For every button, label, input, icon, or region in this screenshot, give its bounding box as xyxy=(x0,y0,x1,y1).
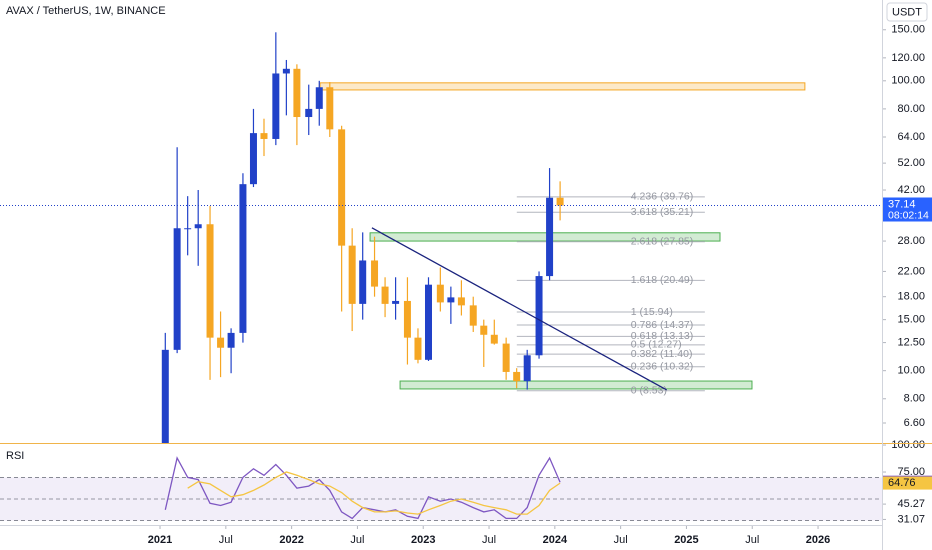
y-tick-label: 10.00 xyxy=(897,365,925,377)
candle-body xyxy=(359,260,367,304)
y-tick-label: 28.00 xyxy=(897,235,925,247)
y-tick-label: 6.60 xyxy=(904,417,925,429)
last-price-tag xyxy=(883,197,932,222)
x-tick-label: Jul xyxy=(350,534,364,546)
candle-body xyxy=(326,87,334,130)
candle-body xyxy=(556,197,564,206)
candle-body xyxy=(457,297,465,306)
candle-body xyxy=(260,133,268,139)
y-tick-label: 100.00 xyxy=(891,75,925,87)
x-tick-label: Jul xyxy=(219,534,233,546)
candle-body xyxy=(469,305,477,326)
fib-label: 0.236 (10.32) xyxy=(631,360,693,372)
candle-body xyxy=(206,224,214,338)
y-tick-label: 150.00 xyxy=(891,24,925,36)
zone xyxy=(399,380,753,390)
fib-label: 0.382 (11.40) xyxy=(631,348,693,360)
fib-label: 2.618 (27.85) xyxy=(631,236,693,248)
candle-body xyxy=(239,184,247,333)
rsi-tick-label: 31.07 xyxy=(897,513,925,525)
candle-body xyxy=(305,108,313,118)
y-tick-label: 64.00 xyxy=(897,131,925,143)
fib-label: 1.618 (20.49) xyxy=(631,274,693,286)
candle-body xyxy=(523,355,531,382)
x-tick-label: 2021 xyxy=(148,534,172,546)
candle-body xyxy=(447,297,455,303)
y-tick-label: 52.00 xyxy=(897,157,925,169)
candle-body xyxy=(513,371,521,382)
candle-body xyxy=(436,284,444,303)
rsi-value-tag xyxy=(883,476,932,490)
candle-body xyxy=(424,284,432,360)
chart-title: AVAX / TetherUS, 1W, BINANCE xyxy=(6,5,166,17)
candle-body xyxy=(217,337,225,348)
fib-label: 1 (15.94) xyxy=(631,306,673,318)
candle-body xyxy=(338,129,346,246)
rsi-value-label: 64.76 xyxy=(888,477,916,489)
x-tick-label: 2023 xyxy=(411,534,435,546)
fib-label: 0 (8.53) xyxy=(631,384,667,396)
fib-label: 0.5 (12.27) xyxy=(631,339,682,351)
rsi-pane xyxy=(0,456,882,521)
y-tick-label: 12.50 xyxy=(897,336,925,348)
y-tick-label: 18.00 xyxy=(897,291,925,303)
rsi-line xyxy=(187,471,561,515)
x-tick-label: 2022 xyxy=(279,534,303,546)
fib-label: 0.618 (13.13) xyxy=(631,330,693,342)
candle-body xyxy=(184,228,192,230)
y-tick-label: 80.00 xyxy=(897,103,925,115)
candle-body xyxy=(282,68,290,74)
candle-body xyxy=(502,343,510,372)
x-tick-label: 2025 xyxy=(674,534,698,546)
y-tick-label: 42.00 xyxy=(897,184,925,196)
rsi-tick-label: 100.00 xyxy=(891,439,925,451)
rsi-tick-label: 45.27 xyxy=(897,498,925,510)
candle-body xyxy=(535,276,543,356)
candle-body xyxy=(371,260,379,287)
zone xyxy=(369,232,721,242)
candle-body xyxy=(480,325,488,335)
y-tick-label: 15.00 xyxy=(897,314,925,326)
candle-body xyxy=(293,68,301,118)
candle-body xyxy=(490,334,498,344)
x-tick-label: Jul xyxy=(482,534,496,546)
y-tick-label: 8.00 xyxy=(904,393,925,405)
x-tick-label: 2024 xyxy=(543,534,568,546)
x-tick-label: 2026 xyxy=(806,534,830,546)
candle-body xyxy=(403,300,411,338)
fib-label: 4.236 (39.76) xyxy=(631,191,693,203)
y-tick-label: 22.00 xyxy=(897,265,925,277)
fib-label: 3.618 (35.21) xyxy=(631,206,693,218)
candle-body xyxy=(348,245,356,304)
rsi-title: RSI xyxy=(6,450,24,462)
zone xyxy=(319,82,806,91)
fib-label: 0.786 (14.37) xyxy=(631,319,693,331)
trendline xyxy=(371,227,668,391)
currency-box[interactable] xyxy=(886,2,928,22)
candle-body xyxy=(173,228,181,350)
candle-body xyxy=(249,133,257,185)
candle-body xyxy=(272,73,280,139)
x-tick-label: Jul xyxy=(614,534,628,546)
countdown: 08:02:14 xyxy=(888,209,929,221)
candle-body xyxy=(381,286,389,304)
currency: USDT xyxy=(892,6,922,18)
price-pane: 4.236 (39.76) 3.618 (35.21) 2.618 (27.85) 1… xyxy=(0,32,882,443)
candle-body xyxy=(392,300,400,304)
candle-body xyxy=(194,224,202,229)
last-price-label: 37.14 xyxy=(888,198,916,210)
candle-body xyxy=(546,197,554,277)
x-tick-label: Jul xyxy=(745,534,759,546)
y-tick-label: 120.00 xyxy=(891,52,925,64)
candle-body xyxy=(315,87,323,109)
rsi-tick-label: 75.00 xyxy=(897,466,925,478)
candle-body xyxy=(414,337,422,360)
candle-body xyxy=(161,349,169,443)
candle-body xyxy=(227,332,235,348)
